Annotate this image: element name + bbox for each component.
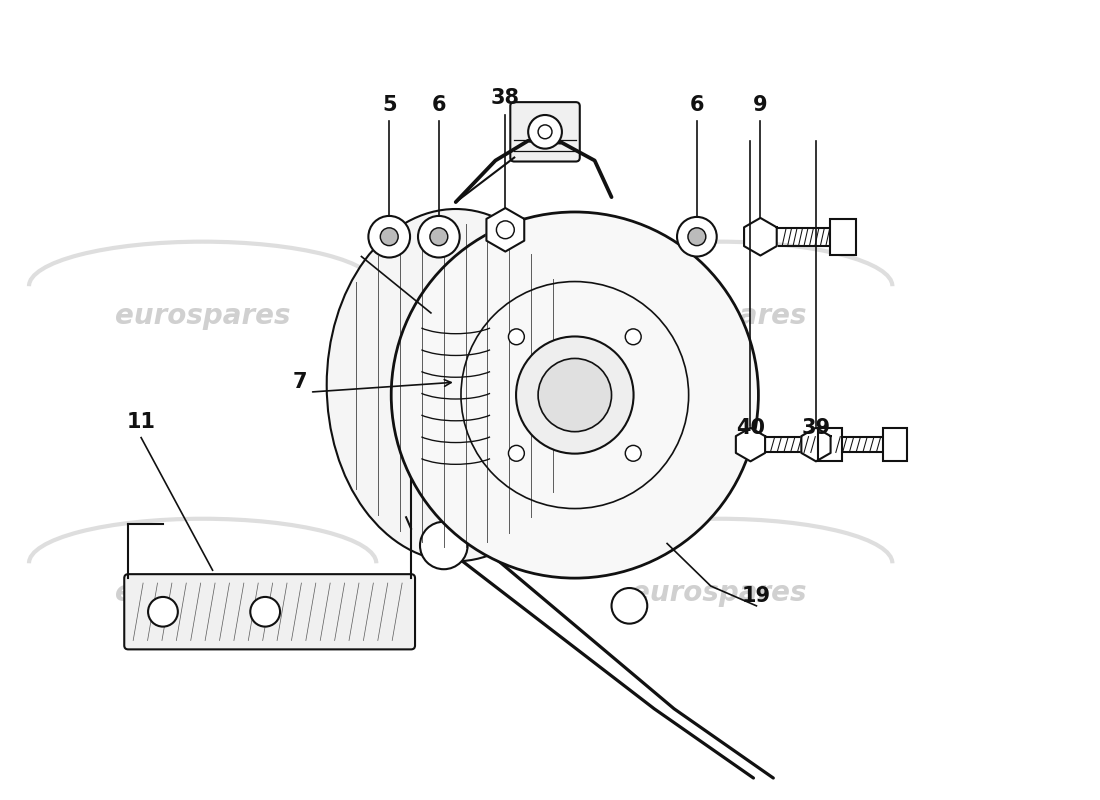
Polygon shape (802, 428, 830, 462)
Text: 40: 40 (736, 418, 764, 438)
Circle shape (368, 216, 410, 258)
Circle shape (430, 228, 448, 246)
Circle shape (381, 228, 398, 246)
Circle shape (508, 329, 525, 345)
Circle shape (508, 446, 525, 462)
Text: 6: 6 (431, 95, 447, 115)
Text: eurospares: eurospares (114, 302, 290, 330)
Circle shape (676, 217, 717, 257)
Bar (829, 219, 856, 254)
Circle shape (420, 522, 468, 570)
Text: 7: 7 (293, 372, 307, 392)
Circle shape (392, 212, 758, 578)
Circle shape (148, 597, 178, 626)
Circle shape (516, 337, 634, 454)
Text: 9: 9 (754, 95, 768, 115)
Circle shape (625, 329, 641, 345)
Text: 5: 5 (382, 95, 396, 115)
Text: eurospares: eurospares (631, 302, 806, 330)
Text: 6: 6 (690, 95, 704, 115)
Text: 19: 19 (741, 586, 771, 606)
Text: 38: 38 (491, 88, 520, 108)
Circle shape (688, 228, 706, 246)
Polygon shape (736, 428, 766, 462)
Circle shape (251, 597, 280, 626)
Ellipse shape (327, 209, 585, 562)
Polygon shape (744, 218, 777, 255)
Circle shape (612, 588, 647, 624)
Text: 11: 11 (126, 412, 155, 432)
Bar (818, 428, 842, 462)
FancyBboxPatch shape (124, 574, 415, 650)
FancyBboxPatch shape (510, 102, 580, 162)
Text: 39: 39 (802, 418, 830, 438)
Polygon shape (486, 208, 525, 251)
Circle shape (528, 115, 562, 149)
Text: eurospares: eurospares (631, 579, 806, 607)
Text: eurospares: eurospares (114, 579, 290, 607)
Bar (883, 428, 908, 462)
Circle shape (625, 446, 641, 462)
Circle shape (538, 358, 612, 432)
Circle shape (418, 216, 460, 258)
